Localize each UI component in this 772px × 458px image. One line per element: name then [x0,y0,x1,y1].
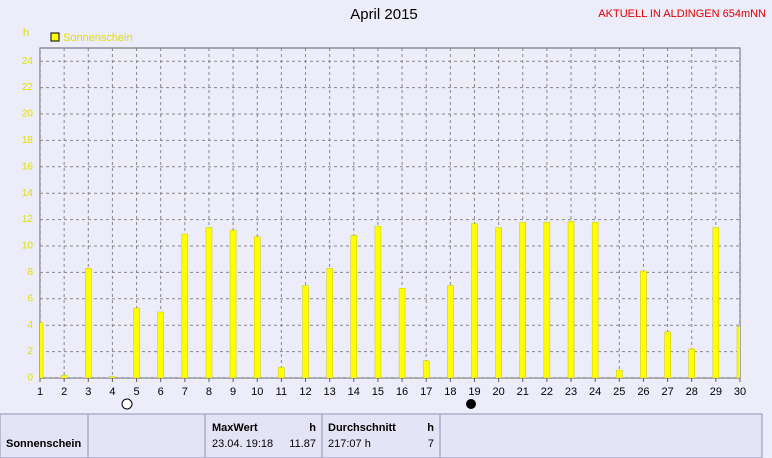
y-tick-label: 6 [27,293,33,304]
bar [229,229,237,378]
bar [85,268,92,378]
table-cell [0,413,89,458]
bar [471,223,478,378]
x-tick-label: 28 [686,386,698,398]
bar [495,227,502,378]
full-moon-icon [121,398,133,410]
bar [736,326,740,378]
x-tick-label: 17 [420,386,432,398]
plot-frame [39,47,741,379]
bar [640,270,647,378]
x-tick-label: 29 [710,386,722,398]
bar [712,227,720,378]
x-tick-label: 30 [734,386,746,398]
bar [422,360,430,378]
row-label: Sonnenschein [6,438,81,450]
bar [664,331,671,378]
bar [519,221,527,378]
bar [157,311,164,378]
y-tick-label: 24 [22,56,34,67]
avg-total: 217:07 h [328,438,371,450]
table-cell [321,413,441,458]
bar [374,225,382,378]
table-cell [204,413,323,458]
bar [398,287,406,378]
column-unit: h [309,422,316,434]
bar [447,285,454,378]
y-tick-label: 22 [22,82,34,93]
y-tick-label: 14 [22,188,34,199]
bar [109,376,116,378]
avg-value: 7 [428,438,434,450]
bar [278,367,285,378]
bar [181,233,189,378]
legend-label: Sonnenschein [63,32,133,44]
max-date: 23.04. 19:18 [212,438,273,450]
x-tick-label: 21 [517,386,529,398]
plot [40,48,740,378]
x-tick-label: 5 [133,386,139,398]
y-tick-label: 20 [22,109,34,120]
bar [133,307,140,378]
bar [205,227,213,378]
x-tick-label: 25 [613,386,625,398]
x-tick-label: 14 [348,386,360,398]
x-tick-label: 9 [230,386,236,398]
bar [543,221,551,378]
x-tick-label: 16 [396,386,408,398]
y-tick-label: 18 [22,135,34,146]
x-tick-label: 15 [372,386,384,398]
column-header: Durchschnitt [328,422,396,434]
x-tick-label: 12 [299,386,311,398]
legend-swatch [50,32,60,42]
column-header: MaxWert [212,422,258,434]
bar [40,322,44,378]
y-tick-label: 8 [27,267,33,278]
table-cell [87,413,206,458]
bar [688,348,695,378]
bar [567,221,575,378]
x-tick-label: 27 [661,386,673,398]
bar [326,268,333,378]
x-tick-label: 11 [276,386,287,398]
x-tick-label: 26 [637,386,649,398]
new-moon-icon [466,399,476,409]
y-tick-label: 0 [27,373,33,384]
bar [253,236,261,378]
station-label: AKTUELL IN ALDINGEN 654mNN [598,8,766,20]
x-tick-label: 3 [85,386,91,398]
x-tick-label: 22 [541,386,553,398]
x-tick-label: 19 [468,386,480,398]
max-value: 11.87 [289,438,316,450]
bar [350,235,358,378]
column-unit: h [427,422,434,434]
table-cell [439,413,763,458]
x-tick-label: 2 [61,386,67,398]
x-tick-label: 18 [444,386,456,398]
x-tick-label: 6 [158,386,164,398]
x-tick-label: 8 [206,386,212,398]
x-tick-label: 1 [37,386,43,398]
y-tick-label: 4 [27,320,33,331]
x-tick-label: 20 [492,386,504,398]
y-tick-label: 12 [22,214,34,225]
bar [302,285,309,378]
bar [591,221,599,378]
chart-title: April 2015 [350,6,418,23]
x-tick-label: 4 [109,386,115,398]
y-tick-label: 10 [22,241,34,252]
y-tick-label: 16 [22,161,34,172]
bar [60,375,68,378]
y-axis-unit: h [23,27,29,39]
x-tick-label: 24 [589,386,601,398]
x-tick-label: 23 [565,386,577,398]
x-tick-label: 7 [182,386,188,398]
x-tick-label: 10 [251,386,263,398]
x-tick-label: 13 [324,386,336,398]
bar [616,369,623,378]
y-tick-label: 2 [27,346,33,357]
